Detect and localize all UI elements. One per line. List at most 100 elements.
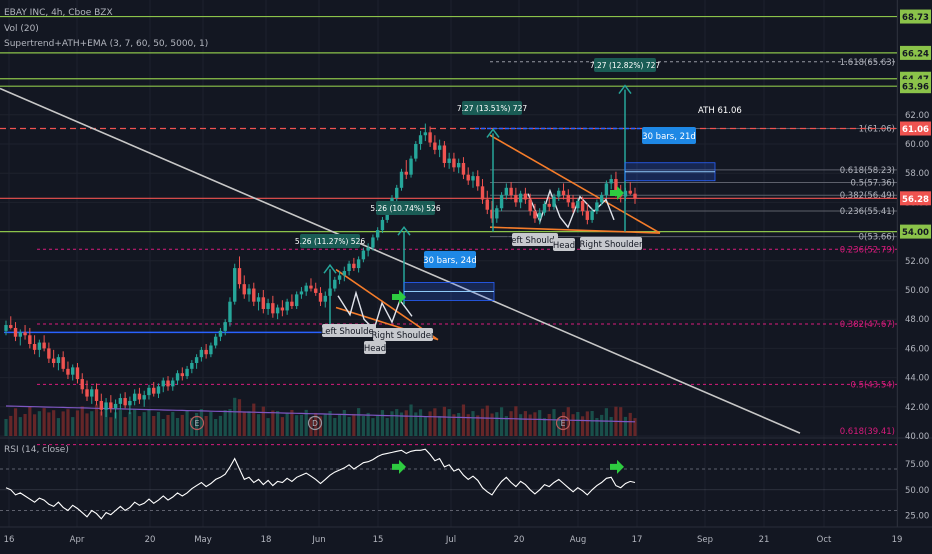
candle-body-108: [518, 193, 523, 203]
candle-body-85: [409, 158, 413, 175]
volume-bar-65: [314, 412, 318, 436]
candle-body-48: [233, 268, 237, 302]
volume-bar-117: [561, 412, 566, 436]
candle-body-24: [118, 398, 123, 404]
volume-bar-126: [604, 408, 609, 436]
volume-bar-89: [428, 411, 432, 436]
volume-bar-22: [109, 417, 113, 436]
volume-bar-63: [304, 409, 308, 436]
candle-body-3: [18, 332, 22, 337]
volume-bar-15: [75, 410, 80, 436]
candle-body-62: [299, 291, 304, 295]
volume-bar-95: [457, 413, 461, 436]
pattern-label-bg-5: [580, 237, 642, 250]
time-tick-2: 20: [145, 535, 156, 545]
price-badge-5: 56.28: [902, 195, 929, 205]
volume-bar-86: [414, 412, 418, 436]
volume-bar-116: [557, 417, 561, 436]
price-tick-6: 52.00: [905, 257, 929, 267]
volume-bar-25: [123, 417, 127, 436]
candle-body-131: [628, 190, 632, 194]
volume-bar-94: [452, 414, 456, 436]
volume-bar-46: [223, 410, 227, 436]
time-tick-3: May: [194, 535, 212, 545]
fib-label-2: 0.618(58.23): [840, 166, 895, 176]
candle-body-115: [552, 196, 556, 207]
candle-body-96: [461, 162, 466, 175]
annotation-layer: 5.26 (11.27%) 526 5.26 (10.74%) 526 7.27 (…: [189, 58, 742, 431]
candle-body-41: [199, 349, 204, 358]
event-marker-2: [555, 415, 571, 431]
volume-bar-50: [242, 411, 246, 436]
candle-body-11: [56, 357, 61, 363]
measure-label-bg-0: [300, 234, 360, 248]
candle-body-18: [90, 389, 94, 397]
volume-bar-96: [461, 404, 466, 436]
candle-body-20: [99, 400, 104, 410]
volume-bar-74: [357, 408, 361, 436]
volume-bar-90: [433, 408, 437, 436]
volume-bar-16: [80, 406, 84, 436]
volume-bar-124: [595, 418, 599, 436]
candle-body-93: [447, 158, 451, 163]
candle-body-120: [576, 200, 580, 209]
pattern-label-bg-1: [364, 341, 386, 354]
wedge2-top: [489, 134, 661, 234]
volume-bar-35: [171, 411, 175, 436]
entry-arrow-0: [392, 290, 406, 304]
volume-bar-40: [195, 413, 199, 436]
volume-bar-110: [528, 414, 532, 436]
candle-body-80: [385, 211, 389, 220]
volume-bar-36: [175, 418, 180, 436]
candle-body-55: [266, 303, 270, 309]
event-marker-label-1: D: [312, 419, 318, 428]
candle-body-45: [218, 330, 223, 337]
candle-body-125: [599, 195, 604, 203]
volume-bar-0: [4, 419, 8, 436]
candle-body-63: [304, 285, 308, 292]
volume-bar-79: [380, 410, 385, 436]
candle-body-66: [318, 292, 323, 302]
price-badge-bg-0: [900, 9, 931, 24]
volume-bar-55: [266, 418, 270, 436]
candle-body-128: [614, 179, 618, 193]
time-tick-9: Aug: [570, 535, 587, 545]
candle-body-116: [557, 190, 561, 197]
candle-body-94: [452, 158, 456, 168]
candle-body-49: [237, 268, 242, 285]
symbol-legend: EBAY INC, 4h, Cboe BZX: [4, 8, 113, 18]
candle-body-132: [633, 193, 637, 199]
price-tick-4: 48.00: [905, 315, 929, 325]
candle-body-47: [228, 301, 232, 323]
price-badge-bg-3: [900, 79, 931, 94]
volume-bar-26: [128, 412, 132, 436]
candle-body-89: [428, 132, 432, 143]
candle-body-15: [75, 367, 80, 380]
candle-body-5: [28, 335, 32, 345]
pattern-label-bg-4: [553, 238, 575, 251]
fib-layer: 1.618(65.63) 1(61.06) 0.618(58.23) 0.5(57.3…: [37, 58, 897, 446]
candle-body-70: [337, 275, 342, 280]
event-marker-label-0: E: [195, 419, 200, 428]
price-badge-4: 61.06: [902, 125, 929, 135]
price-tick-1: 42.00: [905, 403, 929, 413]
indicator-legend: Supertrend+ATH+EMA (3, 7, 60, 50, 5000, …: [4, 39, 209, 49]
time-tick-7: Jul: [445, 535, 456, 545]
measure-label-1: 5.26 (10.74%) 526: [370, 204, 440, 213]
volume-bar-130: [623, 416, 628, 436]
candle-body-60: [290, 301, 294, 307]
candle-body-99: [476, 176, 480, 187]
candle-body-105: [504, 187, 509, 196]
volume-bar-97: [466, 414, 470, 436]
volume-bar-9: [47, 412, 51, 436]
volume-bar-49: [237, 399, 242, 436]
rsi-arrow-1: [610, 459, 624, 474]
candle-body-100: [480, 186, 485, 200]
candle-body-67: [323, 295, 327, 302]
volume-bar-21: [104, 409, 108, 436]
volume-bar-3: [18, 417, 22, 436]
candle-body-61: [294, 294, 299, 307]
